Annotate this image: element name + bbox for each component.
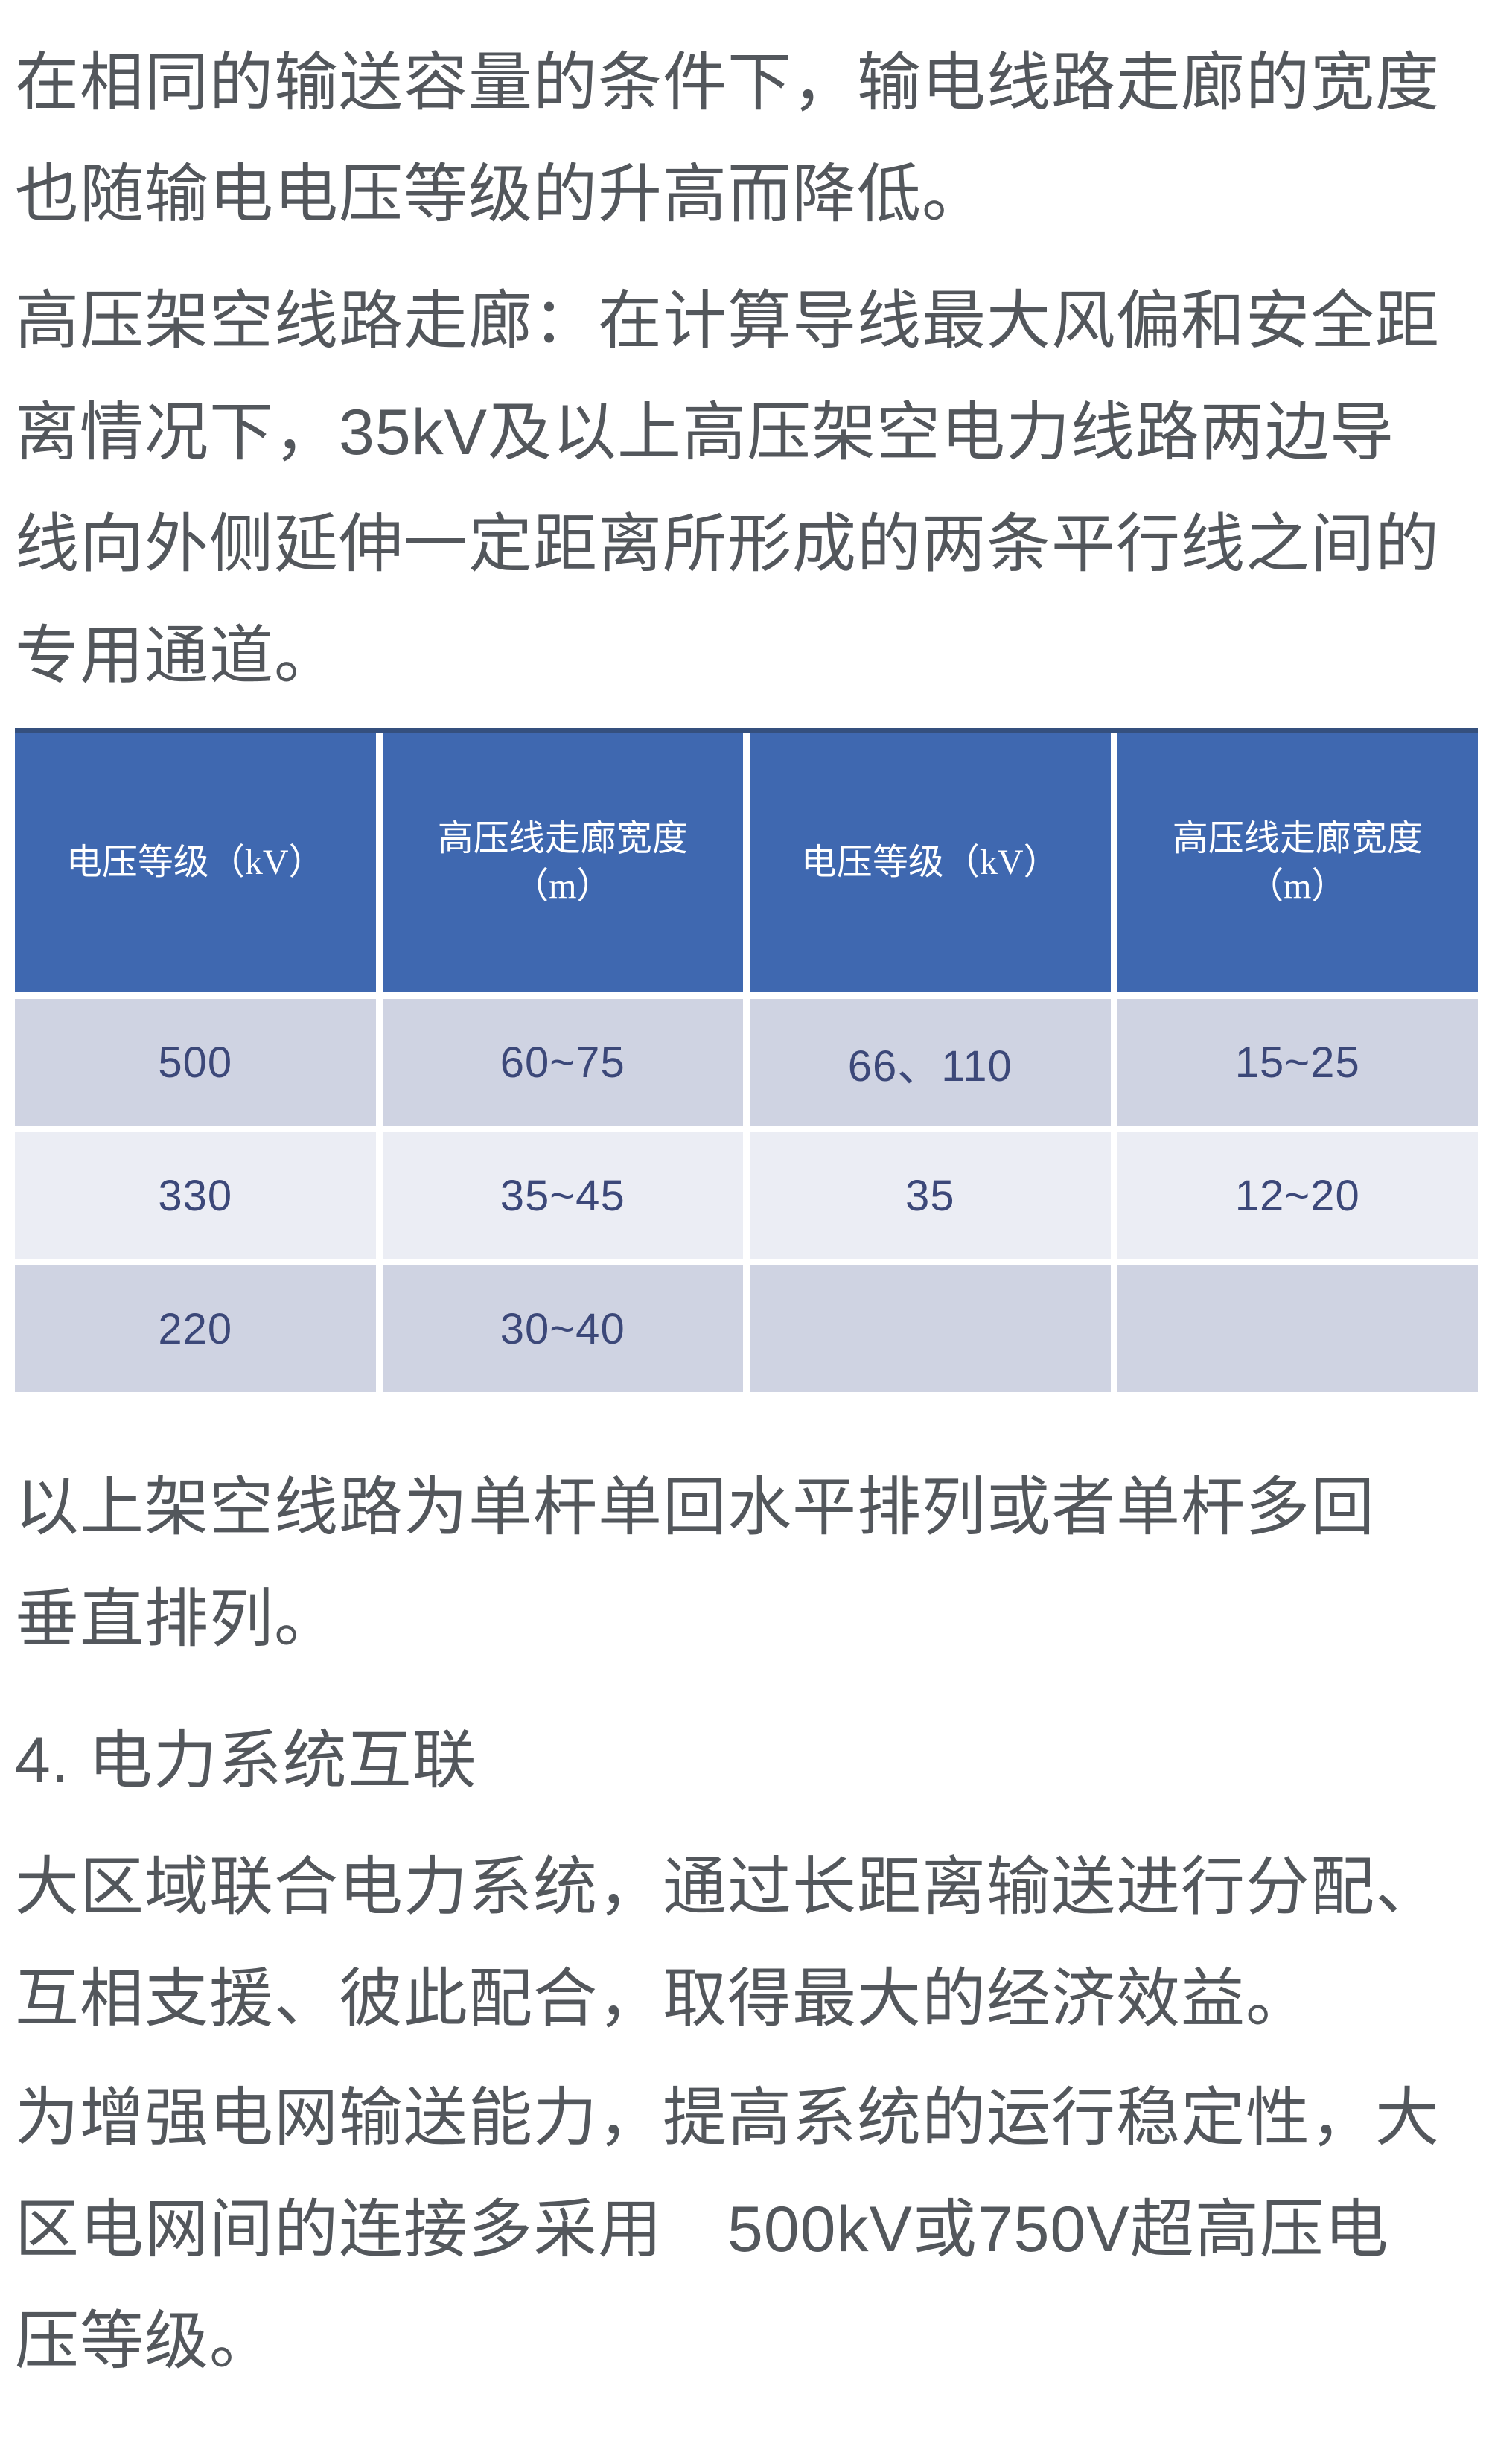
table-cell: 220 (15, 1265, 376, 1392)
table-cell: 60~75 (382, 999, 743, 1126)
table-header-unit: （m） (513, 866, 613, 906)
paragraph-hv-overhead-corridor-definition: 高压架空线路走廊：在计算导线最大风偏和安全距 离情况下，35kV及以上高压架空电… (15, 265, 1478, 712)
table-cell-empty (1117, 1265, 1478, 1392)
table-cell: 15~25 (1117, 999, 1478, 1126)
table-header-unit: （m） (1248, 866, 1348, 906)
table-cell: 330 (15, 1132, 376, 1259)
table-header-corridor-width-2: 高压线走廊宽度 （m） (1117, 733, 1478, 992)
table-cell: 35 (750, 1132, 1111, 1259)
text-line: 压等级。 (15, 2305, 274, 2377)
table-header-text: 电压等级（kV） (800, 843, 1059, 882)
table-header-text: 电压等级（kV） (66, 843, 325, 882)
table-header-corridor-width-1: 高压线走廊宽度 （m） (382, 733, 743, 992)
text-line: 垂直排列。 (15, 1583, 339, 1655)
text-line: 离情况下，35kV及以上高压架空电力线路两边导 (15, 397, 1395, 468)
text-line: 为增强电网输送能力，提高系统的运行稳定性，大 (15, 2082, 1440, 2154)
text-line: 线向外侧延伸一定距离所形成的两条平行线之间的 (15, 508, 1440, 580)
text-line: 互相支援、彼此配合，取得最大的经济效益。 (15, 1963, 1310, 2034)
table-header-voltage-level-2: 电压等级（kV） (750, 733, 1111, 992)
paragraph-line-arrangement-note: 以上架空线路为单杆单回水平排列或者单杆多回 垂直排列。 (15, 1452, 1478, 1675)
text-line: 高压架空线路走廊：在计算导线最大风偏和安全距 (15, 285, 1440, 357)
table-header-text: 高压线走廊宽度 (437, 819, 688, 858)
section-heading: 4. 电力系统互联 (15, 1725, 477, 1796)
table-cell: 12~20 (1117, 1132, 1478, 1259)
table-header-voltage-level-1: 电压等级（kV） (15, 733, 376, 992)
paragraph-corridor-width-intro: 在相同的输送容量的条件下，输电线路走廊的宽度 也随输电电压等级的升高而降低。 (15, 27, 1478, 250)
text-line: 大区域联合电力系统，通过长距离输送进行分配、 (15, 1851, 1440, 1923)
table-cell: 30~40 (382, 1265, 743, 1392)
table-cell: 66、110 (750, 999, 1111, 1126)
text-line: 在相同的输送容量的条件下，输电线路走廊的宽度 (15, 47, 1440, 118)
text-line: 以上架空线路为单杆单回水平排列或者单杆多回 (15, 1472, 1375, 1543)
text-line: 区电网间的连接多采用 500kV或750V超高压电 (15, 2194, 1389, 2265)
corridor-width-table: 电压等级（kV） 高压线走廊宽度 （m） 电压等级（kV） 高压线走廊宽度 （m… (15, 728, 1478, 1392)
table-cell: 35~45 (382, 1132, 743, 1259)
table-cell-empty (750, 1265, 1111, 1392)
text-line: 也随输电电压等级的升高而降低。 (15, 159, 986, 230)
table-cell: 500 (15, 999, 376, 1126)
document-content: 在相同的输送容量的条件下，输电线路走廊的宽度 也随输电电压等级的升高而降低。 高… (15, 27, 1478, 2397)
paragraph-interconnection-benefits: 大区域联合电力系统，通过长距离输送进行分配、 互相支援、彼此配合，取得最大的经济… (15, 1831, 1478, 2055)
paragraph-grid-connection-voltage: 为增强电网输送能力，提高系统的运行稳定性，大 区电网间的连接多采用 500kV或… (15, 2062, 1478, 2397)
table-header-text: 高压线走廊宽度 (1172, 819, 1423, 858)
section-heading-block: 4. 电力系统互联 (15, 1705, 1478, 1816)
text-line: 专用通道。 (15, 620, 339, 692)
